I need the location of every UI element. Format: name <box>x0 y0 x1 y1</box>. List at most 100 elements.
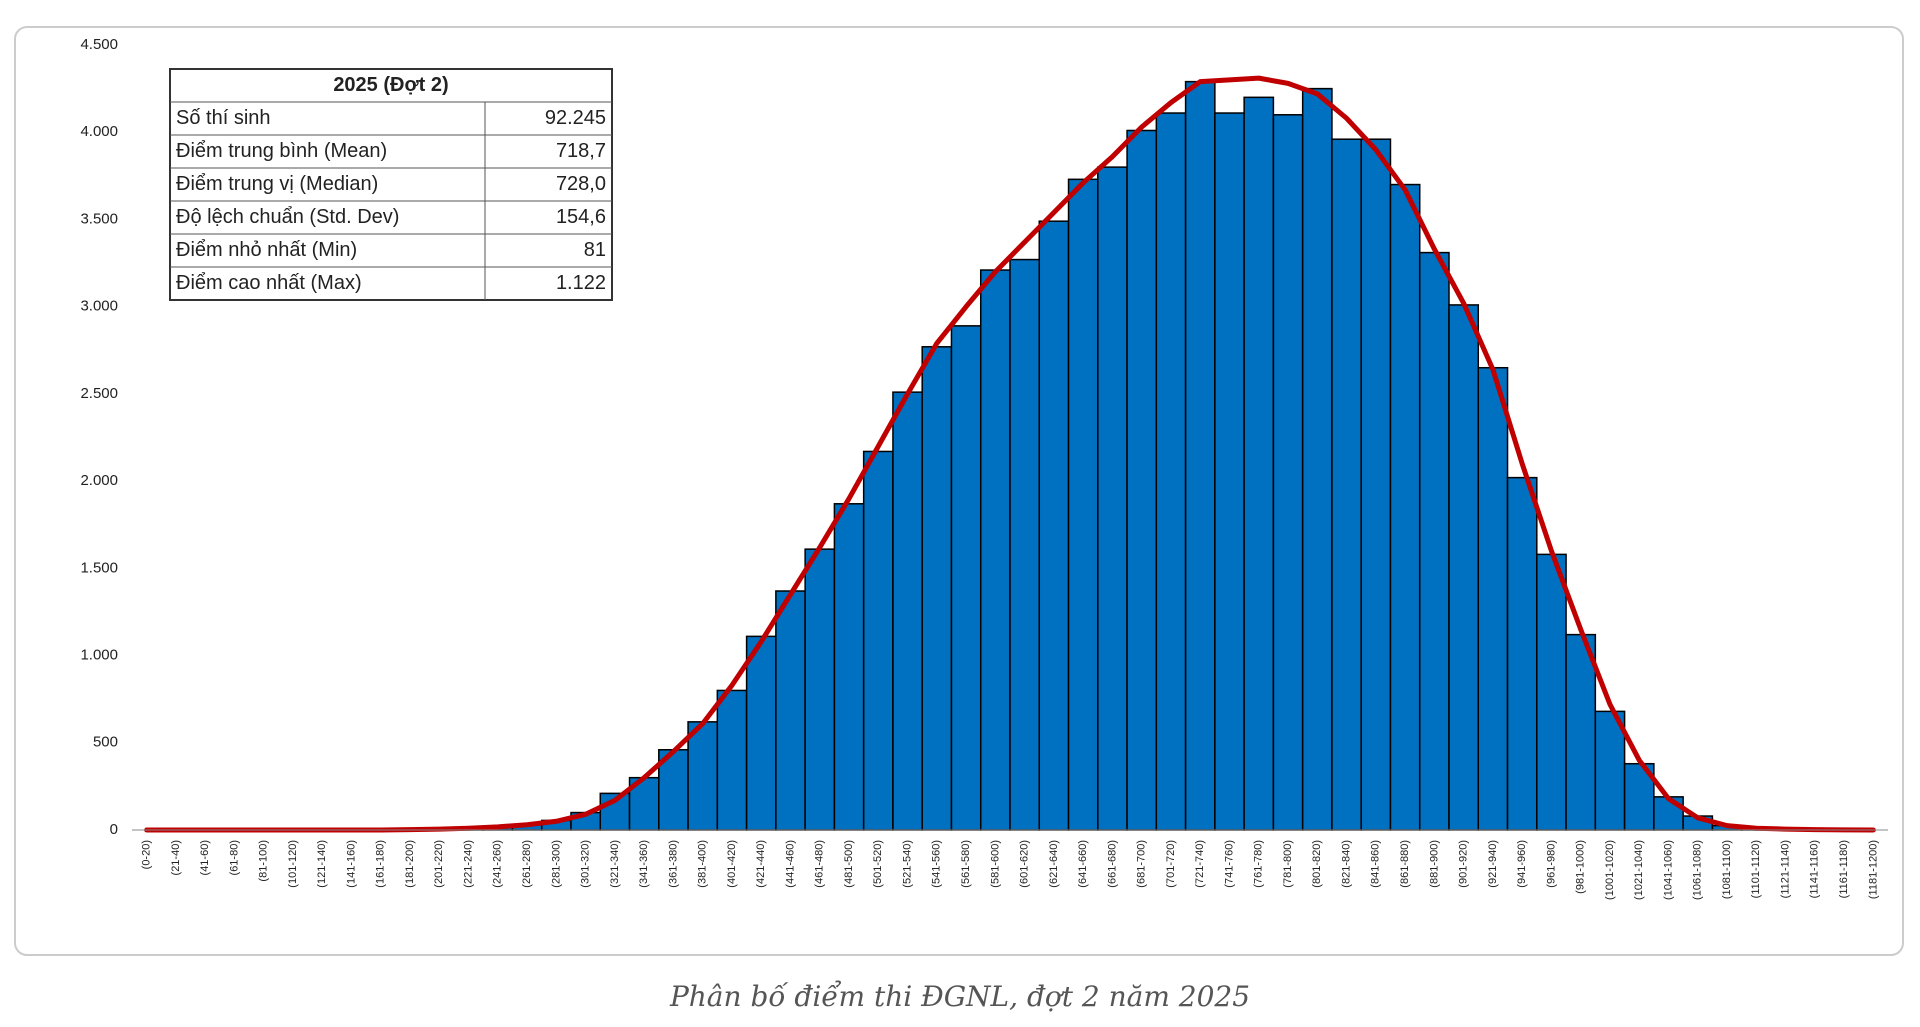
x-tick-label: (721-740) <box>1194 840 1206 888</box>
bar <box>1184 80 1216 831</box>
stats-label: Điểm trung bình (Mean) <box>176 140 387 162</box>
x-tick-label: (141-160) <box>345 840 357 888</box>
x-tick-label: (61-80) <box>228 840 240 875</box>
fit-line <box>144 75 1876 833</box>
bar <box>1506 476 1538 831</box>
bar <box>1594 710 1626 831</box>
bar <box>1389 183 1421 831</box>
x-tick-label: (1161-1180) <box>1838 840 1850 898</box>
y-tick-label: 0 <box>110 821 118 838</box>
bar <box>1038 220 1070 831</box>
bar <box>1418 251 1450 831</box>
x-tick-label: (501-520) <box>872 840 884 888</box>
bar <box>1009 258 1041 831</box>
x-tick-label: (761-780) <box>1253 840 1265 888</box>
x-tick-label: (1041-1060) <box>1662 840 1674 900</box>
bar <box>775 590 806 831</box>
bar <box>833 503 865 831</box>
x-tick-label: (261-280) <box>521 840 533 888</box>
x-tick-label: (861-880) <box>1399 840 1411 888</box>
x-tick-label: (741-760) <box>1223 840 1235 888</box>
bar <box>1155 112 1187 831</box>
x-tick-label: (0-20) <box>141 840 153 869</box>
x-tick-label: (801-820) <box>1311 840 1323 888</box>
x-tick-label: (81-100) <box>258 840 270 882</box>
bar <box>892 391 923 831</box>
bar <box>716 689 748 831</box>
x-tick-label: (201-220) <box>433 840 445 888</box>
bar <box>804 548 836 831</box>
bar <box>1126 129 1158 831</box>
bar <box>950 325 982 831</box>
stats-value: 154,6 <box>556 206 606 228</box>
x-tick-label: (241-260) <box>492 840 504 888</box>
bar <box>1477 366 1509 831</box>
x-tick-label: (701-720) <box>1165 840 1177 888</box>
bar <box>1331 138 1362 831</box>
x-tick-label: (1081-1100) <box>1721 840 1733 899</box>
stats-table-title: 2025 (Đợt 2) <box>333 74 448 96</box>
x-tick-label: (661-680) <box>1106 840 1118 888</box>
stats-label: Số thí sinh <box>176 107 271 129</box>
y-tick-label: 2.500 <box>80 385 118 402</box>
x-tick-label: (321-340) <box>609 840 621 888</box>
y-tick-label: 4.500 <box>80 36 118 53</box>
bar <box>1243 96 1275 831</box>
bar <box>979 269 1011 831</box>
bar <box>1360 138 1392 831</box>
x-tick-label: (1021-1040) <box>1633 840 1645 900</box>
x-tick-label: (21-40) <box>170 840 182 875</box>
x-tick-label: (101-120) <box>287 840 299 888</box>
stats-table: 2025 (Đợt 2) Số thí sinh 92.245 Điểm trung … <box>169 68 613 301</box>
y-tick-label: 2.000 <box>80 472 118 489</box>
x-tick-label: (421-440) <box>755 840 767 888</box>
stats-label: Điểm cao nhất (Max) <box>176 272 362 294</box>
x-tick-label: (301-320) <box>580 840 592 888</box>
bar <box>1214 112 1245 831</box>
bar <box>1448 304 1480 831</box>
chart: 0 500 1.000 1.500 2.000 2.500 3.000 3.500 4.000 4… <box>14 26 1904 956</box>
x-tick-label: (41-60) <box>199 840 211 875</box>
bar <box>1067 178 1099 831</box>
x-tick-label: (1061-1080) <box>1692 840 1704 900</box>
bar <box>687 721 719 831</box>
bar <box>1653 796 1684 831</box>
bar <box>1536 553 1567 831</box>
x-tick-label: (941-960) <box>1516 840 1528 888</box>
bar <box>1565 633 1597 831</box>
x-tick-label: (541-560) <box>931 840 943 888</box>
caption: Phân bố điểm thi ĐGNL, đợt 2 năm 2025 <box>669 980 1251 1013</box>
stats-value: 728,0 <box>556 173 606 195</box>
x-tick-label: (1141-1160) <box>1809 840 1821 898</box>
x-tick-label: (841-860) <box>1370 840 1382 888</box>
x-tick-label: (1181-1200) <box>1867 840 1879 899</box>
bar <box>921 346 953 831</box>
x-tick-label: (1121-1140) <box>1779 840 1791 898</box>
x-tick-label: (441-460) <box>784 840 796 888</box>
x-tick-label: (641-660) <box>1077 840 1089 888</box>
x-tick-label: (1001-1020) <box>1604 840 1616 900</box>
stats-label: Điểm nhỏ nhất (Min) <box>176 239 357 261</box>
x-tick-label: (521-540) <box>901 840 913 888</box>
y-tick-label: 4.000 <box>80 123 118 140</box>
x-tick-label: (681-700) <box>1136 840 1148 888</box>
y-tick-label: 1.000 <box>80 647 118 664</box>
x-tick-label: (601-620) <box>1019 840 1031 888</box>
bar <box>1272 114 1304 831</box>
x-tick-label: (121-140) <box>316 840 328 888</box>
stats-value: 718,7 <box>556 140 606 162</box>
stats-label: Độ lệch chuẩn (Std. Dev) <box>176 206 399 228</box>
bar <box>1301 87 1333 831</box>
x-tick-label: (961-980) <box>1545 840 1557 888</box>
x-tick-label: (181-200) <box>404 840 416 888</box>
x-tick-label: (281-300) <box>550 840 562 888</box>
stats-value: 1.122 <box>556 272 606 294</box>
x-tick-label: (781-800) <box>1282 840 1294 888</box>
x-tick-label: (561-580) <box>960 840 972 888</box>
x-tick-label: (901-920) <box>1458 840 1470 888</box>
stats-table-frame <box>169 68 613 301</box>
x-tick-label: (1101-1120) <box>1750 840 1762 898</box>
x-tick-label: (161-180) <box>375 840 387 888</box>
x-tick-label: (461-480) <box>814 840 826 888</box>
